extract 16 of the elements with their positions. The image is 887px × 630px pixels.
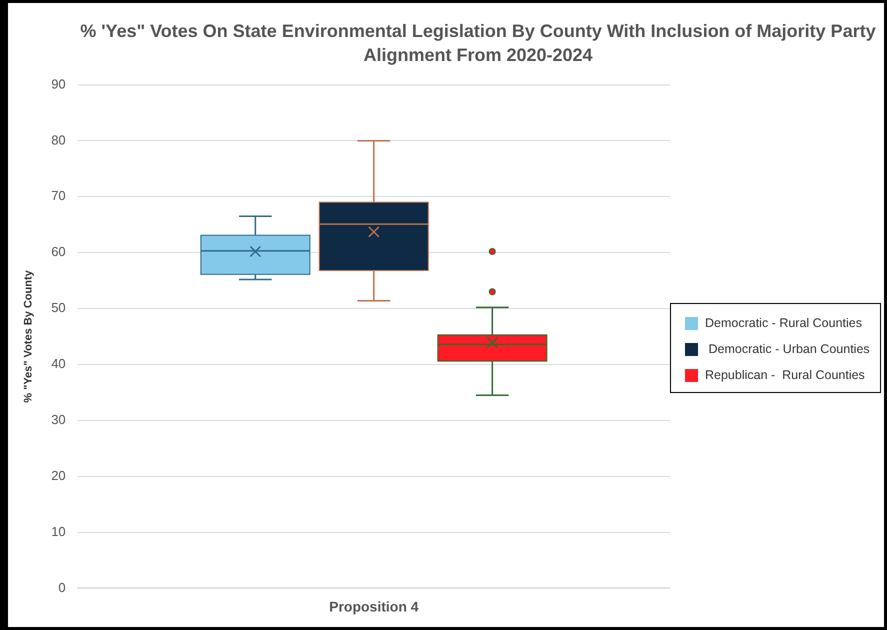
y-tick-label: 20 [51, 468, 66, 483]
y-axis-title: % "Yes" Votes By County [22, 269, 35, 403]
y-tick-label: 40 [51, 356, 66, 372]
y-tick-label: 30 [51, 412, 66, 427]
legend-label: Democratic - Rural Counties [705, 316, 862, 330]
x-tick-label: Proposition 4 [329, 598, 419, 614]
legend-label: Democratic - Urban Counties [707, 342, 870, 356]
y-tick-label: 80 [51, 132, 66, 148]
y-tick-label: 90 [51, 76, 66, 92]
y-tick-label: 10 [51, 524, 66, 539]
chart-title: % 'Yes" Votes On State Environmental Legislation By County With Inclusion of Majority Party Alignment From 2020-2024 [79, 20, 877, 67]
legend-label: Republican - Rural Counties [705, 368, 865, 382]
y-tick-label: 60 [51, 244, 66, 260]
y-tick-label: 70 [51, 188, 66, 204]
y-tick-label: 0 [58, 580, 66, 595]
y-tick-label: 50 [51, 300, 66, 316]
